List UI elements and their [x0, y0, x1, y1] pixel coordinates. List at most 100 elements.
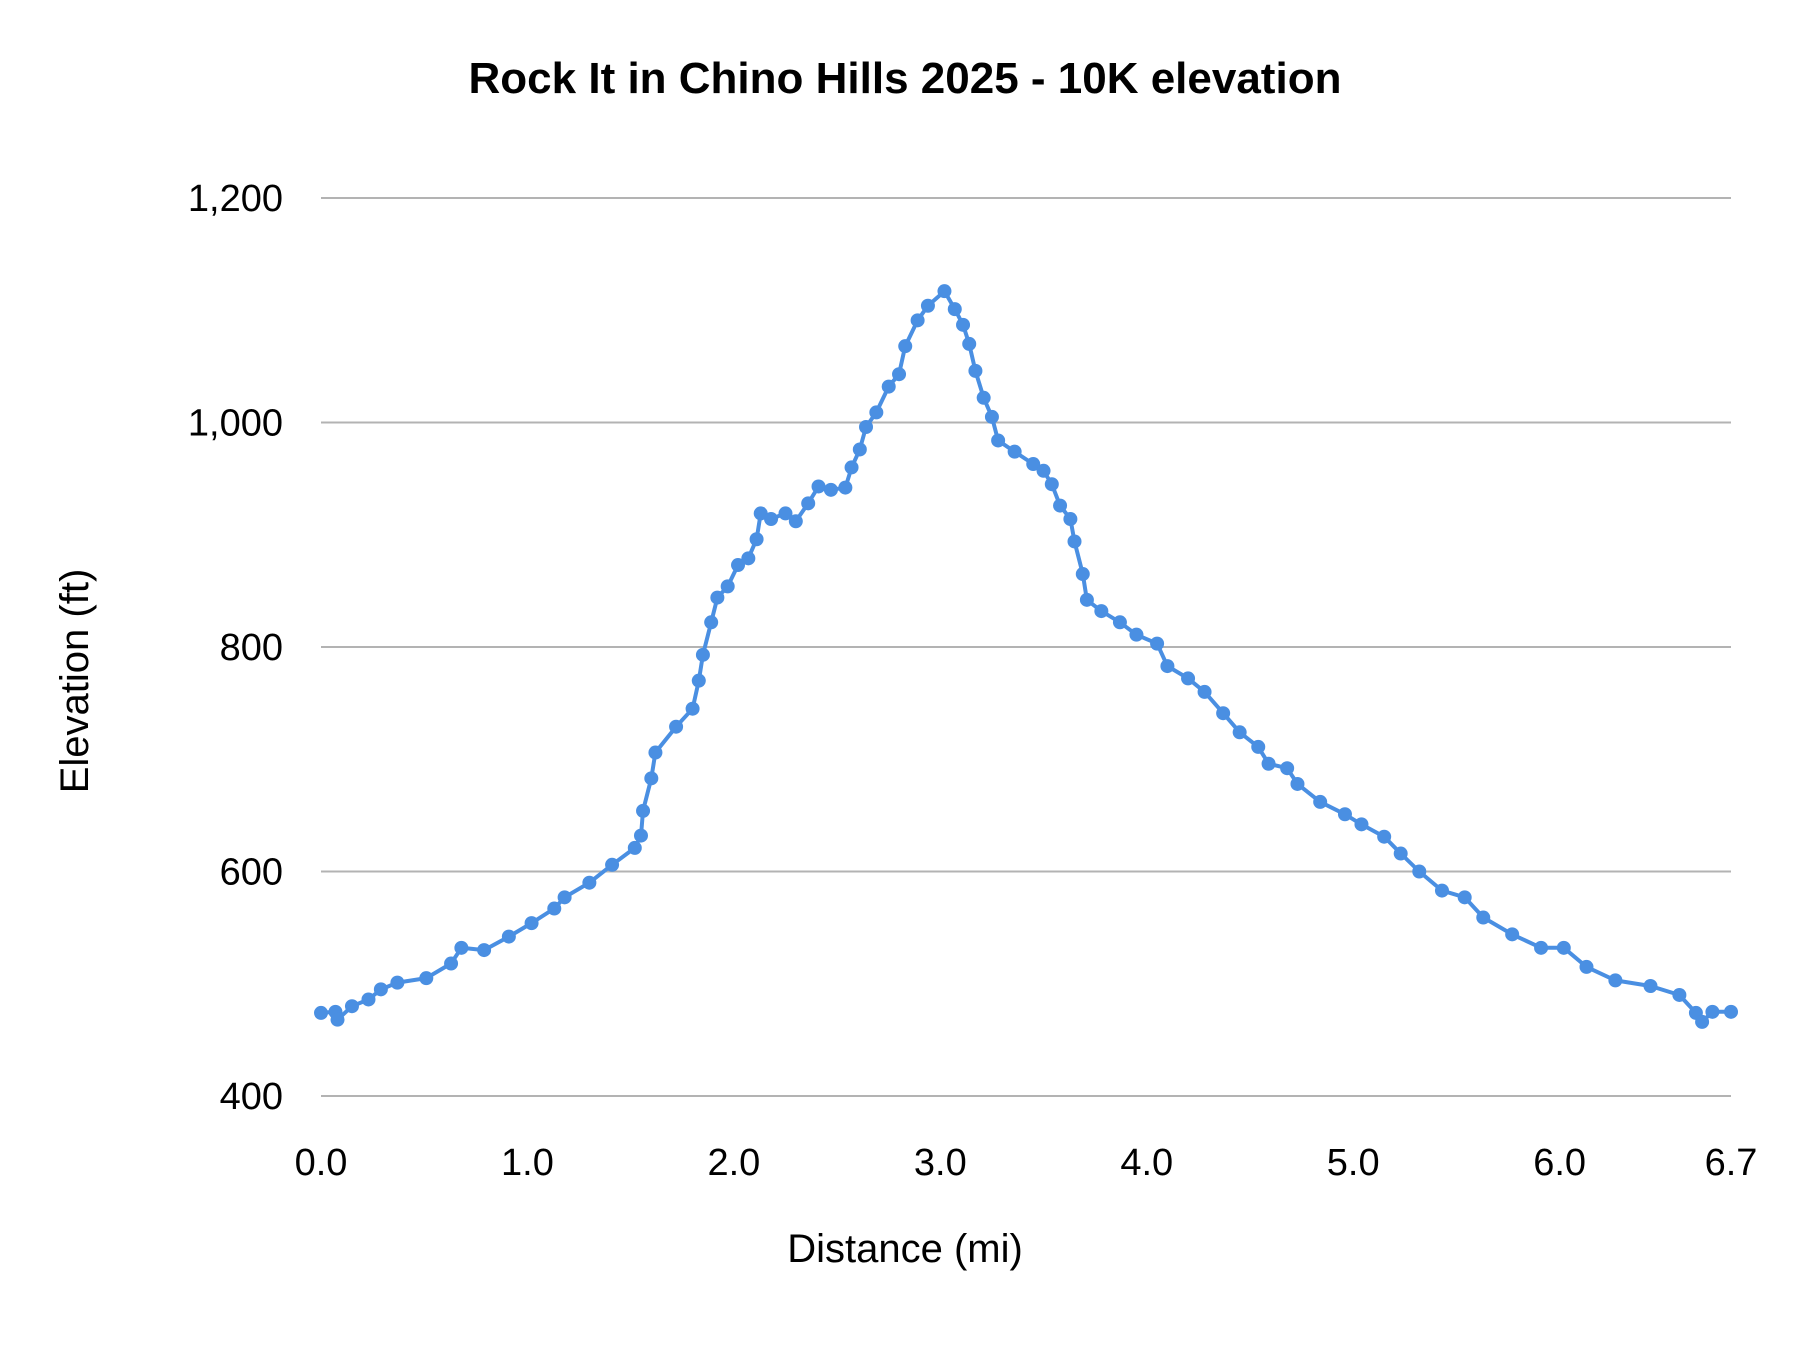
data-point: [344, 999, 359, 1014]
data-point: [731, 558, 746, 573]
data-point: [1412, 864, 1427, 879]
data-point: [314, 1005, 328, 1020]
data-point: [1643, 978, 1658, 993]
data-point: [1313, 794, 1328, 809]
data-point: [1556, 940, 1571, 955]
y-axis-title: Elevation (ft): [53, 569, 97, 794]
data-point: [605, 857, 620, 872]
data-point: [1534, 940, 1549, 955]
x-tick-label: 4.0: [1120, 1142, 1173, 1184]
data-point: [778, 506, 793, 521]
x-tick-label: 5.0: [1327, 1142, 1380, 1184]
data-point: [547, 901, 562, 916]
series-line: [320, 289, 1731, 1024]
data-point: [937, 284, 952, 299]
data-point: [691, 673, 706, 688]
x-axis-ticks: 0.0 1.0 2.0 3.0 4.0 5.0 6.0: [295, 1142, 1586, 1184]
data-point: [881, 379, 896, 394]
data-point: [695, 647, 710, 662]
data-point: [524, 916, 539, 931]
data-point: [1181, 671, 1196, 686]
data-point: [419, 971, 434, 986]
data-point: [1476, 910, 1491, 925]
data-point: [685, 701, 700, 716]
data-point: [1150, 636, 1165, 651]
data-point: [636, 803, 651, 818]
data-point: [1393, 846, 1408, 861]
data-point: [1036, 463, 1051, 478]
data-point: [859, 419, 874, 434]
data-point: [373, 982, 388, 997]
data-point: [669, 719, 684, 734]
y-tick-label: 1,000: [188, 403, 283, 445]
data-point: [704, 615, 719, 630]
data-point: [962, 336, 977, 351]
data-point: [477, 943, 492, 958]
x-tick-label: 2.0: [707, 1142, 760, 1184]
data-point: [1505, 927, 1520, 942]
data-point: [501, 929, 516, 944]
data-point: [627, 840, 642, 855]
data-point: [1705, 1004, 1720, 1019]
elevation-series: [314, 284, 1738, 1029]
x-tick-label: 0.0: [295, 1142, 348, 1184]
data-point: [1377, 829, 1392, 844]
data-point: [838, 480, 853, 495]
data-point: [844, 460, 859, 475]
data-point: [1160, 659, 1175, 674]
data-point: [1216, 706, 1231, 721]
data-point: [1053, 498, 1068, 513]
y-tick-label: 800: [220, 627, 283, 669]
data-point: [330, 1012, 345, 1027]
data-point: [947, 302, 962, 317]
data-point: [991, 433, 1006, 448]
data-point: [1434, 883, 1449, 898]
data-point: [749, 532, 764, 547]
data-point: [1079, 592, 1094, 607]
data-point: [1251, 739, 1266, 754]
data-point: [823, 482, 838, 497]
data-point: [869, 405, 884, 420]
data-point: [892, 367, 907, 382]
data-point: [582, 875, 597, 890]
x-tick-label: 6.0: [1533, 1142, 1586, 1184]
data-point: [644, 771, 659, 786]
data-point: [1094, 604, 1109, 619]
data-point: [1337, 807, 1352, 822]
data-point: [956, 317, 971, 332]
data-point: [1261, 756, 1276, 771]
data-point: [1063, 512, 1078, 527]
data-point: [710, 590, 725, 605]
data-point: [1007, 444, 1022, 459]
y-tick-label: 1,200: [188, 178, 283, 220]
data-point: [1232, 725, 1247, 740]
data-point: [910, 313, 925, 328]
data-point: [390, 975, 405, 990]
data-point: [1129, 627, 1144, 642]
y-axis-ticks: 400 600 800 1,000 1,200: [188, 178, 283, 1118]
data-point: [1112, 615, 1127, 630]
data-point: [1067, 534, 1082, 549]
y-tick-label: 400: [220, 1076, 283, 1118]
data-point: [764, 512, 779, 527]
data-point: [1608, 973, 1623, 988]
data-point: [557, 890, 572, 905]
data-point: [1724, 1004, 1738, 1019]
data-point: [444, 956, 459, 971]
data-point: [801, 496, 816, 511]
data-point: [811, 479, 826, 494]
data-point: [361, 992, 376, 1007]
x-tick-label: 1.0: [501, 1142, 554, 1184]
data-point: [1579, 959, 1594, 974]
data-point: [454, 940, 469, 955]
x-axis-end-label: 6.7: [1705, 1142, 1758, 1184]
data-point: [852, 442, 867, 457]
data-point: [1354, 817, 1369, 832]
data-point: [1672, 987, 1687, 1002]
data-point: [1026, 457, 1041, 472]
data-point: [1075, 567, 1090, 582]
gridlines: [321, 197, 1731, 1097]
data-point: [1044, 477, 1059, 492]
data-point: [741, 551, 756, 566]
